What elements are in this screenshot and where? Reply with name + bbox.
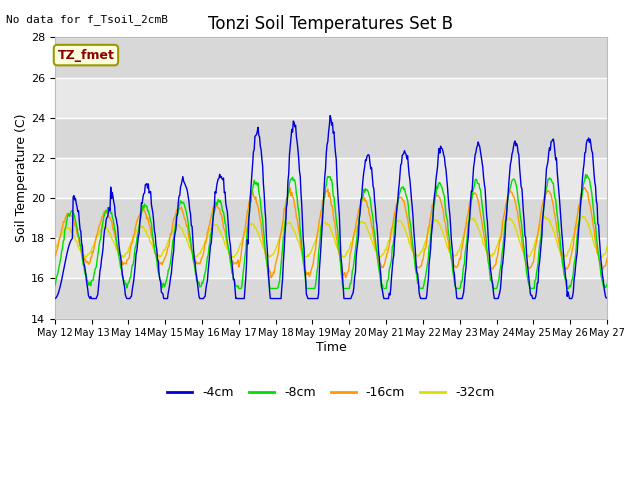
- Text: TZ_fmet: TZ_fmet: [58, 48, 115, 61]
- Y-axis label: Soil Temperature (C): Soil Temperature (C): [15, 114, 28, 242]
- Bar: [55, 37, 607, 77]
- Bar: [55, 238, 607, 278]
- Bar: [55, 77, 607, 118]
- Text: No data for f_Tsoil_2cmB: No data for f_Tsoil_2cmB: [6, 14, 168, 25]
- X-axis label: Time: Time: [316, 341, 346, 354]
- Bar: [55, 158, 607, 198]
- Bar: [55, 278, 607, 319]
- Bar: [55, 198, 607, 238]
- Bar: [55, 118, 607, 158]
- Legend: -4cm, -8cm, -16cm, -32cm: -4cm, -8cm, -16cm, -32cm: [163, 381, 499, 404]
- Title: Tonzi Soil Temperatures Set B: Tonzi Soil Temperatures Set B: [209, 15, 453, 33]
